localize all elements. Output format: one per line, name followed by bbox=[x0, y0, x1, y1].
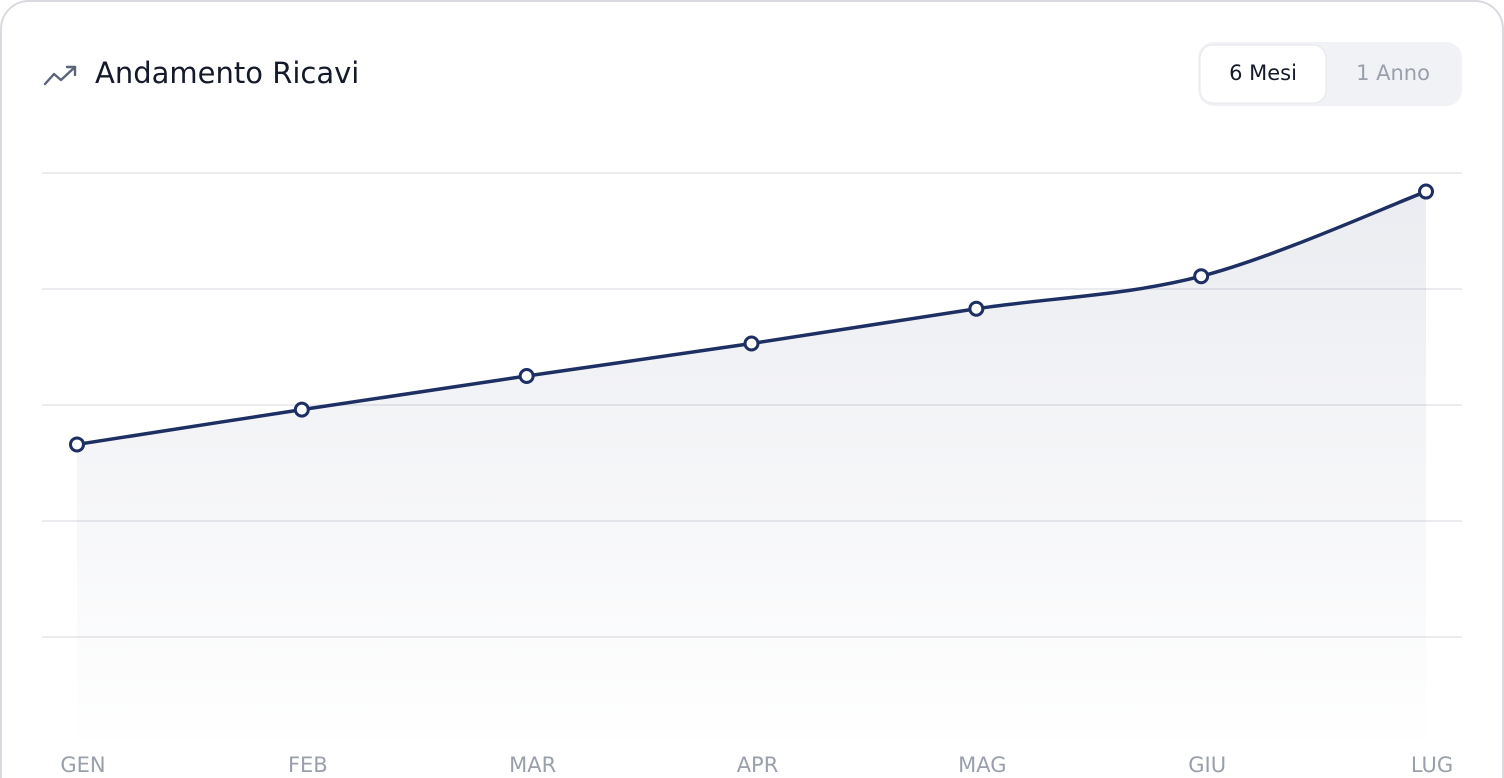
x-tick-label: FEB bbox=[288, 753, 328, 777]
toggle-option[interactable]: 6 Mesi bbox=[1229, 61, 1297, 85]
x-tick-label: GEN bbox=[60, 753, 105, 777]
chart-title: Andamento Ricavi bbox=[95, 56, 359, 90]
toggle-option[interactable]: 1 Anno bbox=[1356, 61, 1430, 85]
data-point bbox=[518, 368, 535, 384]
data-point bbox=[293, 401, 310, 418]
data-point bbox=[743, 335, 760, 352]
x-tick-label: APR bbox=[737, 753, 779, 777]
data-point bbox=[1418, 183, 1434, 200]
x-tick-label: MAG bbox=[958, 753, 1006, 777]
area bbox=[77, 191, 1426, 753]
trend-icon bbox=[43, 65, 77, 86]
x-tick-label: MAR bbox=[509, 753, 556, 777]
x-tick-label: LUG bbox=[1411, 753, 1453, 777]
data-point bbox=[69, 436, 85, 453]
toggle-active-bg bbox=[1199, 44, 1327, 104]
data-point bbox=[968, 300, 985, 317]
data-point bbox=[1193, 268, 1210, 285]
x-tick-label: GIU bbox=[1188, 753, 1226, 777]
